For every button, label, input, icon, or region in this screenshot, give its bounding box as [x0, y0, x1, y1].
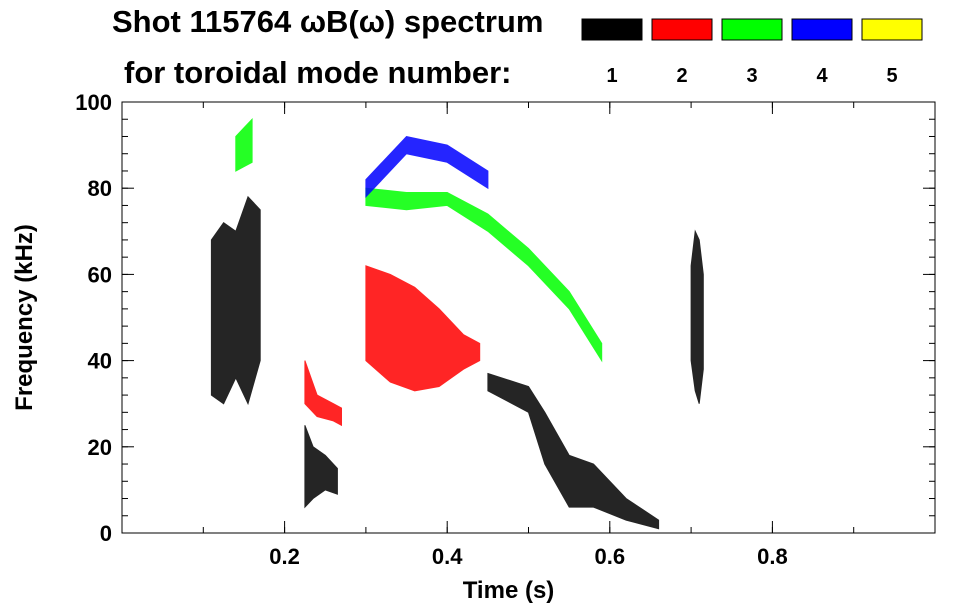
legend-swatch-2 — [651, 18, 713, 41]
series-band-mode4-8 — [365, 135, 489, 199]
y-tick-label: 80 — [88, 176, 112, 201]
legend: 1 2 3 4 5 — [581, 18, 923, 87]
legend-label-4: 4 — [816, 65, 828, 87]
series-band-mode1-0 — [210, 195, 261, 406]
chart-title: Shot 115764 ωB(ω) spectrum — [112, 4, 544, 39]
series-band-mode1-2 — [487, 372, 660, 530]
legend-swatch-4 — [791, 18, 853, 41]
series-band-mode3-7 — [235, 117, 253, 172]
legend-label-2: 2 — [676, 65, 687, 87]
x-tick-label: 0.6 — [595, 544, 626, 569]
y-tick-label: 100 — [75, 90, 112, 115]
legend-label-5: 5 — [886, 65, 897, 87]
y-tick-label: 60 — [88, 262, 112, 287]
y-axis-label: Frequency (kHz) — [11, 224, 38, 411]
legend-swatch-1 — [581, 18, 643, 41]
series-band-mode1-3 — [690, 229, 704, 404]
legend-label-3: 3 — [746, 65, 757, 87]
axes: 0 20 40 60 80 100 0.2 0.4 0.6 0.8 Time (s) Frequenc… — [11, 90, 936, 604]
y-tick-label: 0 — [100, 521, 112, 546]
x-tick-label: 0.2 — [269, 544, 300, 569]
series-band-mode3-6 — [365, 187, 603, 363]
series-band-mode2-4 — [365, 265, 481, 392]
series-band-mode1-1 — [304, 425, 338, 509]
x-tick-label: 0.4 — [432, 544, 463, 569]
series-band-mode2-5 — [304, 360, 342, 427]
legend-swatch-5 — [861, 18, 923, 41]
data-marks — [210, 117, 704, 530]
legend-swatch-3 — [721, 18, 783, 41]
chart-subtitle: for toroidal mode number: — [124, 55, 512, 90]
legend-label-1: 1 — [606, 65, 617, 87]
x-axis-label: Time (s) — [463, 577, 555, 604]
y-tick-label: 40 — [88, 349, 112, 374]
x-tick-label: 0.8 — [757, 544, 788, 569]
y-tick-label: 20 — [88, 435, 112, 460]
